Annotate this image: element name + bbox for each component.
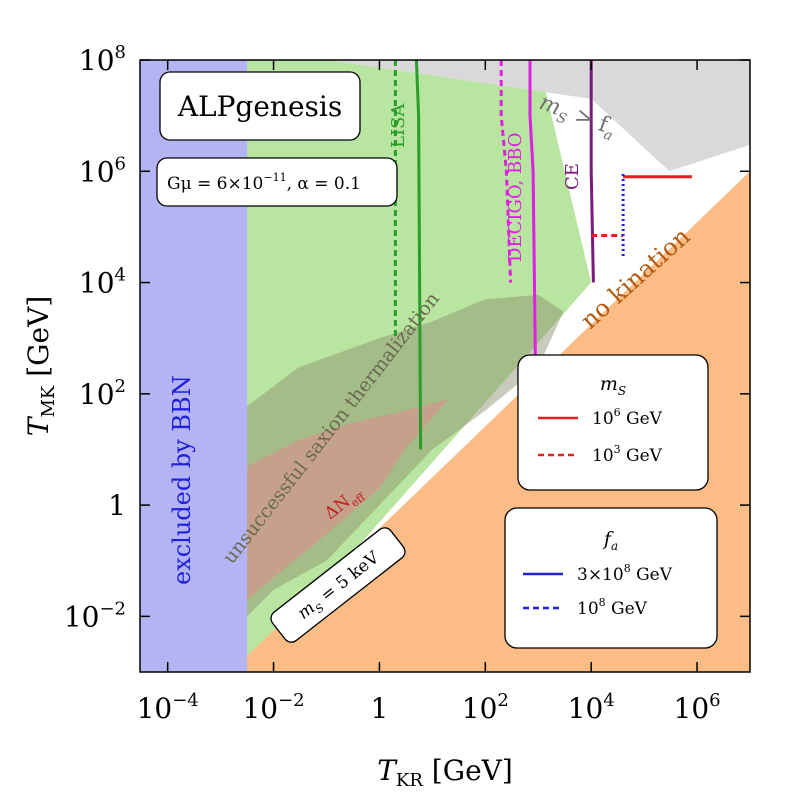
y-tick-label-0: 10−2 bbox=[64, 598, 126, 633]
title-box: ALPgenesis bbox=[159, 71, 361, 141]
y-tick-label-2: 102 bbox=[79, 376, 126, 411]
y-tick-label-5: 108 bbox=[79, 42, 126, 77]
legend-ms-label-0: 106 GeV bbox=[592, 406, 663, 429]
param-box: Gμ = 6×10−11, α = 0.1 bbox=[156, 157, 398, 207]
x-tick-label-4: 104 bbox=[568, 690, 615, 725]
annotation-lisa: LISA bbox=[388, 103, 409, 148]
series-line-4 bbox=[589, 60, 595, 283]
legend-fa-label-1: 108 GeV bbox=[577, 596, 648, 619]
axis-ticks: 10−4 10−2 1 102 104 106 10−2 1 102 104 106 108 bbox=[64, 42, 750, 725]
x-tick-label-1: 10−2 bbox=[242, 690, 304, 725]
series-line-2 bbox=[528, 60, 538, 394]
legend-ms-label-1: 103 GeV bbox=[592, 443, 663, 466]
ms-5kev-box: mS = 5 keV bbox=[270, 527, 406, 643]
svg-text:fa: fa bbox=[602, 528, 618, 553]
svg-text:ALPgenesis: ALPgenesis bbox=[177, 90, 342, 123]
x-tick-label-2: 1 bbox=[371, 692, 389, 725]
x-tick-label-3: 102 bbox=[462, 690, 509, 725]
series-line-3 bbox=[499, 60, 513, 283]
svg-text:Gμ = 6×10−11, α = 0.1: Gμ = 6×10−11, α = 0.1 bbox=[167, 171, 361, 194]
region-2 bbox=[247, 294, 564, 617]
annotation-bbn: excluded by BBN bbox=[168, 375, 196, 585]
annotation-decigo-bbo: DECIGO, BBO bbox=[505, 132, 526, 262]
svg-text:mS: mS bbox=[600, 373, 626, 398]
legend-fa-label-0: 3×108 GeV bbox=[577, 562, 673, 585]
region-1 bbox=[326, 60, 750, 172]
legend-fa: fa 3×108 GeV 108 GeV bbox=[504, 507, 718, 649]
y-tick-label-1: 1 bbox=[108, 489, 126, 522]
region-3 bbox=[247, 399, 449, 600]
y-axis-label: TMK [GeV] bbox=[22, 296, 59, 436]
x-tick-label-5: 106 bbox=[674, 690, 721, 725]
plot-frame bbox=[139, 59, 751, 673]
y-tick-label-3: 104 bbox=[79, 265, 126, 300]
region-5 bbox=[140, 60, 248, 672]
series-line-0 bbox=[414, 60, 423, 450]
legend-ms: mS 106 GeV 103 GeV bbox=[517, 354, 709, 491]
annotation-ce: CE bbox=[562, 163, 583, 190]
y-tick-label-4: 106 bbox=[79, 153, 126, 188]
curves bbox=[393, 60, 692, 450]
x-tick-label-0: 10−4 bbox=[137, 690, 199, 725]
x-axis-label: TKR [GeV] bbox=[377, 754, 513, 791]
